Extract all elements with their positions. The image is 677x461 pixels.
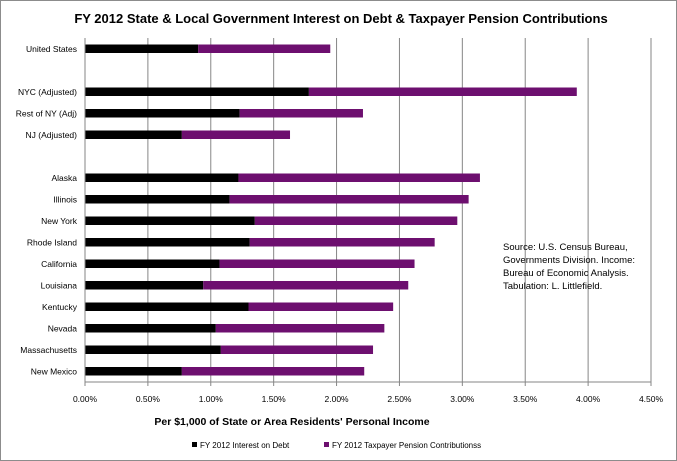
legend-swatch bbox=[192, 442, 197, 447]
x-tick-label: 4.50% bbox=[639, 394, 664, 404]
chart-title: FY 2012 State & Local Government Interes… bbox=[74, 11, 607, 26]
legend-label: FY 2012 Taxpayer Pension Contributionss bbox=[332, 441, 481, 450]
bar-pension-contributions bbox=[181, 130, 291, 139]
bar-interest-on-debt bbox=[85, 367, 182, 376]
bar-interest-on-debt bbox=[85, 281, 204, 290]
x-tick-label: 4.00% bbox=[576, 394, 601, 404]
bar-interest-on-debt bbox=[85, 173, 239, 182]
bar-interest-on-debt bbox=[85, 130, 182, 139]
category-label: California bbox=[41, 259, 77, 269]
bar-interest-on-debt bbox=[85, 345, 221, 354]
axes bbox=[84, 38, 652, 386]
bar-pension-contributions bbox=[308, 87, 577, 96]
x-tick-label: 1.50% bbox=[262, 394, 287, 404]
bar-pension-contributions bbox=[229, 195, 469, 204]
x-tick-label: 0.00% bbox=[73, 394, 98, 404]
category-label: Massachusetts bbox=[20, 345, 77, 355]
bar-interest-on-debt bbox=[85, 259, 220, 268]
category-label: NJ (Adjusted) bbox=[26, 130, 78, 140]
category-label: Louisiana bbox=[41, 280, 78, 290]
bar-pension-contributions bbox=[248, 302, 394, 311]
source-line: Tabulation: L. Littlefield. bbox=[503, 281, 602, 292]
bar-interest-on-debt bbox=[85, 302, 249, 311]
source-line: Bureau of Economic Analysis. bbox=[503, 268, 629, 279]
x-tick-labels: 0.00% 0.50% 1.00% 1.50% 2.00% 2.50% 3.00% 3.50%… bbox=[73, 394, 664, 404]
category-label: Rest of NY (Adj) bbox=[16, 108, 77, 118]
x-tick-label: 3.50% bbox=[513, 394, 538, 404]
bar-pension-contributions bbox=[220, 345, 374, 354]
category-label: Illinois bbox=[53, 194, 77, 204]
legend-swatch bbox=[324, 442, 329, 447]
x-tick-label: 3.00% bbox=[450, 394, 475, 404]
category-label: United States bbox=[26, 44, 77, 54]
x-tick-label: 2.00% bbox=[325, 394, 350, 404]
x-tick-label: 1.00% bbox=[199, 394, 224, 404]
bar-interest-on-debt bbox=[85, 216, 255, 225]
bars bbox=[85, 44, 577, 376]
bar-pension-contributions bbox=[181, 367, 365, 376]
category-label: Nevada bbox=[48, 323, 78, 333]
bar-interest-on-debt bbox=[85, 87, 309, 96]
bar-pension-contributions bbox=[198, 44, 331, 53]
category-label: Alaska bbox=[51, 173, 77, 183]
legend: FY 2012 Interest on Debt FY 2012 Taxpayer… bbox=[192, 441, 481, 450]
category-label: Rhode Island bbox=[27, 237, 77, 247]
category-label: New York bbox=[41, 216, 78, 226]
category-label: New Mexico bbox=[31, 366, 78, 376]
x-axis-title: Per $1,000 of State or Area Residents' P… bbox=[154, 416, 429, 428]
category-label: Kentucky bbox=[42, 302, 78, 312]
x-tick-label: 0.50% bbox=[136, 394, 161, 404]
bar-pension-contributions bbox=[238, 173, 480, 182]
source-annotation: Source: U.S. Census Bureau, Governments D… bbox=[503, 242, 635, 292]
bar-interest-on-debt bbox=[85, 238, 250, 247]
category-labels: United States NYC (Adjusted) Rest of NY (A… bbox=[16, 44, 78, 377]
source-line: Governments Division. Income: bbox=[503, 255, 635, 266]
bar-interest-on-debt bbox=[85, 324, 216, 333]
bar-pension-contributions bbox=[254, 216, 458, 225]
legend-label: FY 2012 Interest on Debt bbox=[200, 441, 290, 450]
bar-interest-on-debt bbox=[85, 195, 230, 204]
bar-pension-contributions bbox=[249, 238, 435, 247]
x-tick-label: 2.50% bbox=[387, 394, 412, 404]
bar-pension-contributions bbox=[203, 281, 409, 290]
source-line: Source: U.S. Census Bureau, bbox=[503, 242, 628, 253]
bar-pension-contributions bbox=[215, 324, 385, 333]
bar-pension-contributions bbox=[219, 259, 415, 268]
bar-interest-on-debt bbox=[85, 44, 199, 53]
bar-interest-on-debt bbox=[85, 109, 240, 118]
bar-pension-contributions bbox=[239, 109, 363, 118]
category-label: NYC (Adjusted) bbox=[18, 87, 77, 97]
